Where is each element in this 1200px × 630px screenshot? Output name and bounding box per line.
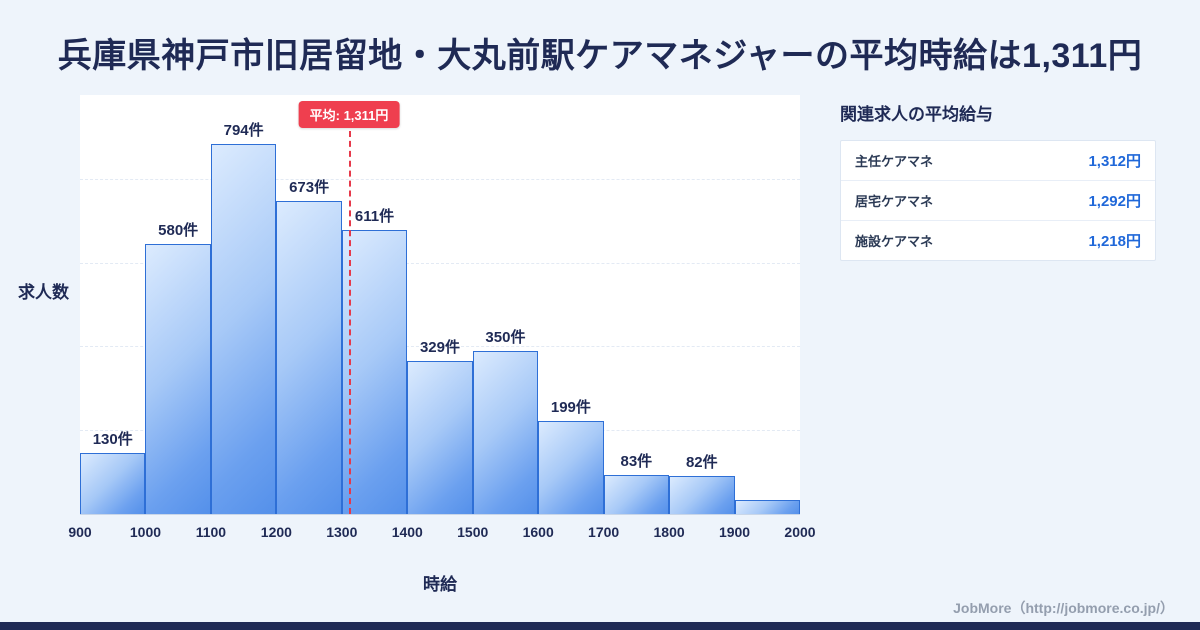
histogram-bin: 83件	[603, 95, 670, 514]
bar-value-label: 611件	[354, 207, 395, 225]
footer-credit: JobMore（http://jobmore.co.jp/）	[953, 600, 1174, 616]
histogram-bin	[734, 95, 800, 514]
histogram-bar	[734, 500, 800, 514]
x-axis-title: 時給	[423, 575, 457, 594]
histogram-bar: 611件	[341, 208, 408, 514]
histogram-bar: 329件	[407, 339, 473, 514]
salary-row-value: 1,218円	[1088, 233, 1141, 250]
page-title: 兵庫県神戸市旧居留地・大丸前駅ケアマネジャーの平均時給は1,311円	[57, 37, 1143, 75]
histogram-bar: 83件	[603, 453, 670, 514]
x-tick-label: 2000	[784, 524, 816, 540]
x-tick-label: 1900	[718, 524, 751, 540]
x-tick-label: 1300	[326, 524, 358, 540]
salary-row-value: 1,312円	[1088, 153, 1141, 170]
x-tick-label: 1000	[129, 524, 162, 540]
salary-panel-heading: 関連求人の平均給与	[840, 105, 993, 124]
histogram-bar: 130件	[80, 431, 146, 514]
x-tick-label: 1100	[195, 524, 227, 540]
x-tick-label: 1400	[391, 524, 423, 540]
x-tick-label: 900	[68, 524, 92, 540]
x-tick-label: 1600	[522, 524, 554, 540]
bar-value-label: 350件	[485, 329, 526, 347]
salary-row: 居宅ケアマネ 1,292円	[841, 181, 1155, 221]
bar-value-label: 794件	[223, 122, 264, 140]
histogram-bar: 199件	[538, 399, 604, 514]
histogram-bin: 794件	[210, 95, 277, 514]
bar-value-label: 673件	[289, 178, 330, 196]
salary-row-label: 施設ケアマネ	[855, 234, 934, 249]
x-tick-label: 1700	[588, 524, 620, 540]
histogram-bin: 673件	[276, 95, 342, 514]
x-tick-label: 1200	[260, 524, 292, 540]
bottom-accent-bar	[0, 622, 1200, 630]
average-badge: 平均: 1,311円	[298, 101, 400, 128]
histogram-bar: 82件	[669, 454, 735, 514]
histogram-bin: 611件	[341, 95, 408, 514]
histogram-bin: 329件	[407, 95, 473, 514]
gridline	[80, 262, 800, 264]
salary-row-value: 1,292円	[1088, 193, 1141, 210]
bar-value-label: 580件	[158, 221, 199, 239]
histogram-bin: 580件	[145, 95, 211, 514]
bar-value-label: 83件	[620, 453, 653, 471]
average-line	[349, 131, 352, 514]
bar-value-label: 329件	[419, 338, 460, 356]
bar-value-label: 130件	[92, 431, 133, 449]
x-axis: 900 1000 1100 1200 1300 1400 1500 1600 1700 1800 1…	[68, 524, 815, 544]
histogram-bar: 673件	[276, 179, 342, 514]
x-tick-label: 1800	[653, 524, 685, 540]
gridline	[80, 178, 800, 180]
salary-row: 主任ケアマネ 1,312円	[841, 141, 1155, 181]
histogram-bin: 199件	[538, 95, 604, 514]
histogram-bin: 82件	[669, 95, 735, 514]
histogram-bars: 130件 580件 794件 673件 611件 329件 350件 199件 83件 82件	[80, 95, 800, 514]
salary-row-label: 主任ケアマネ	[855, 154, 934, 169]
histogram-bin: 350件	[472, 95, 539, 514]
histogram-chart: 130件 580件 794件 673件 611件 329件 350件 199件 83件 82件 平…	[80, 95, 800, 515]
gridline	[80, 346, 800, 348]
salary-table: 主任ケアマネ 1,312円 居宅ケアマネ 1,292円 施設ケアマネ 1,218…	[840, 140, 1156, 261]
histogram-bar: 350件	[472, 329, 539, 514]
x-tick-label: 1500	[457, 524, 489, 540]
bar-value-label: 82件	[685, 453, 718, 471]
salary-row-label: 居宅ケアマネ	[855, 194, 934, 209]
bar-value-label: 199件	[550, 399, 591, 417]
histogram-bin: 130件	[80, 95, 146, 514]
salary-row: 施設ケアマネ 1,218円	[841, 221, 1155, 260]
histogram-bar: 794件	[210, 122, 277, 514]
y-axis-title: 求人数	[18, 283, 69, 302]
histogram-bar: 580件	[145, 222, 211, 514]
